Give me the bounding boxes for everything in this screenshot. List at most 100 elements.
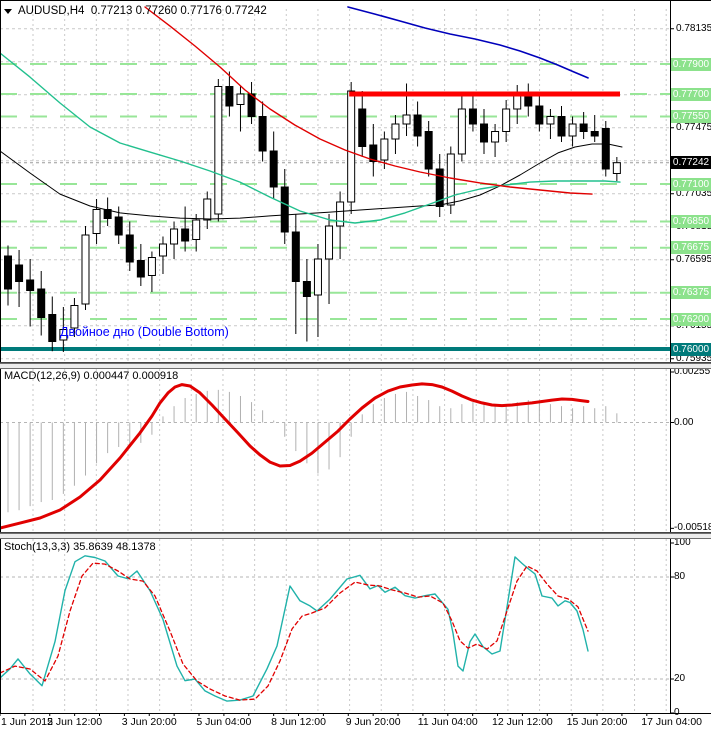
ma-blue-line	[347, 6, 589, 79]
candle-bull	[502, 108, 511, 132]
date-label: 1 Jun 2015	[1, 716, 53, 728]
candle-bull	[81, 234, 90, 305]
candle-bull	[70, 305, 79, 329]
candle-bull	[546, 116, 555, 125]
candle-bull	[491, 131, 500, 143]
candle-bear	[280, 186, 289, 233]
candle-bear	[601, 128, 610, 170]
candle-bull	[325, 225, 334, 260]
candle-bear	[15, 264, 24, 282]
price-tick-label: 0.77035	[676, 187, 711, 199]
candle-bear	[535, 105, 544, 125]
candle-bull	[59, 329, 68, 341]
candle-bull	[446, 153, 455, 206]
macd-tick-label: 0.00255	[674, 366, 711, 377]
date-label: 9 Jun 20:00	[345, 716, 401, 728]
candle-bull	[203, 198, 212, 221]
candle-bear	[103, 209, 112, 219]
ma-black-line	[0, 143, 623, 220]
price-level-badge: 0.77550	[671, 110, 711, 123]
current-price-badge: 0.77242	[671, 156, 711, 170]
price-level-badge: 0.77700	[671, 87, 711, 101]
price-level-badge: 0.76200	[671, 312, 711, 326]
price-level-badge: 0.77900	[671, 57, 711, 71]
candle-bear	[369, 144, 378, 162]
price-level-badge: 0.76675	[671, 241, 711, 255]
candle-bull	[92, 209, 101, 234]
candle-bear	[468, 108, 477, 125]
date-label: 12 Jun 12:00	[492, 716, 553, 728]
ma-green-line	[0, 52, 621, 224]
candle-bear	[114, 216, 123, 236]
macd-indicator-label: MACD(12,26,9) 0.000447 0.000918	[4, 370, 179, 382]
candle-bear	[48, 314, 57, 342]
pane-splitter-macd[interactable]	[0, 363, 711, 369]
candle-bull	[568, 123, 577, 137]
candle-bear	[181, 228, 190, 242]
candle-bear	[413, 114, 422, 137]
price-level-badge: 0.76850	[671, 215, 711, 228]
pane-splitter-stoch[interactable]	[0, 533, 711, 539]
candle-bull	[192, 219, 201, 240]
date-label: 5 Jun 04:00	[196, 716, 252, 728]
candle-bear	[302, 281, 311, 297]
candle-bull	[147, 257, 156, 276]
date-label: 15 Jun 20:00	[566, 716, 628, 728]
double-bottom-annotation: Двойное дно (Double Bottom)	[60, 325, 229, 339]
candle-bull	[457, 108, 466, 155]
candle-bear	[37, 288, 46, 318]
candle-bear	[291, 231, 300, 282]
candle-bull	[612, 162, 621, 174]
candle-bear	[358, 108, 367, 147]
candle-bear	[269, 150, 278, 188]
candle-bear	[26, 279, 35, 291]
price-level-badge: 0.77100	[671, 177, 711, 191]
candle-bull	[402, 114, 411, 125]
date-label: 2 Jun 12:00	[47, 716, 103, 728]
candle-bear	[480, 123, 489, 143]
candle-bull	[347, 90, 356, 203]
candle-bull	[380, 138, 389, 161]
stoch-tick-label: 100	[674, 537, 691, 548]
date-label: 17 Jun 04:00	[641, 716, 703, 728]
price-tick-label: 0.75935	[676, 352, 711, 364]
chart-title: AUDUSD,H4 0.77213 0.77260 0.77176 0.7724…	[4, 5, 267, 17]
date-label: 11 Jun 04:00	[417, 716, 478, 728]
price-level-badge: 0.76375	[671, 286, 711, 300]
candle-bear	[247, 93, 256, 117]
candle-bull	[391, 123, 400, 140]
candle-bear	[4, 255, 12, 290]
price-tick-label: 0.77475	[676, 121, 711, 133]
stoch-d-line	[0, 562, 589, 701]
stoch-tick-label: 0	[674, 707, 680, 718]
price-tick-label: 0.76595	[676, 253, 711, 265]
candle-bull	[313, 258, 322, 296]
candle-bull	[214, 86, 223, 215]
candle-bear	[590, 131, 599, 137]
candle-bear	[258, 116, 267, 152]
candle-bear	[136, 260, 145, 278]
stoch-tick-label: 20	[674, 673, 686, 684]
macd-tick-label: 0.00	[674, 416, 694, 428]
candle-bear	[579, 123, 588, 132]
macd-signal-line	[0, 382, 590, 530]
stoch-tick-label: 80	[674, 571, 686, 582]
candle-bear	[424, 131, 433, 170]
candle-bear	[225, 86, 234, 107]
date-label: 8 Jun 12:00	[271, 716, 326, 728]
candle-bear	[557, 116, 566, 137]
candle-bull	[236, 93, 245, 105]
symbol-ohlc-text: AUDUSD,H4 0.77213 0.77260 0.77176 0.7724…	[18, 5, 267, 17]
support-level-badge: 0.76000	[671, 342, 711, 356]
candle-bear	[435, 168, 444, 207]
candle-bull	[336, 201, 345, 227]
candle-bull	[170, 228, 179, 245]
price-tick-label: 0.78135	[676, 22, 711, 34]
stoch-indicator-label: Stoch(13,3,3) 35.8639 48.1378	[4, 541, 156, 553]
candle-bull	[158, 243, 167, 257]
ma-red-line	[144, 6, 593, 195]
symbol-dropdown-icon[interactable]	[4, 8, 12, 14]
candle-bear	[125, 234, 134, 263]
